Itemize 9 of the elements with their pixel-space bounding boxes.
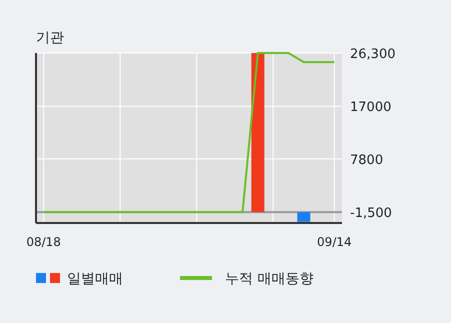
legend-label: 일별매매 [67,271,123,287]
x-tick-label: 08/18 [26,235,61,249]
legend-label: 누적 매매동향 [225,271,314,287]
x-tick-label: 09/14 [317,235,352,249]
y-tick-label: 17000 [350,100,392,116]
y-tick-label: 26,300 [350,47,396,62]
chart-title: 기관 [36,30,64,46]
y-tick-label: -1,500 [350,206,392,222]
y-tick-label: 7800 [350,152,384,168]
